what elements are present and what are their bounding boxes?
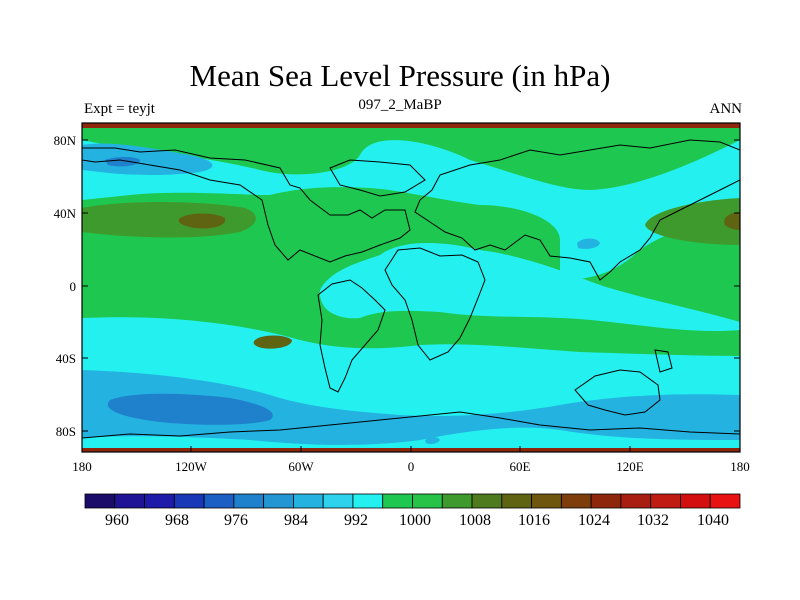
east-high-core [724, 212, 740, 230]
north-cyan-region [82, 140, 740, 280]
north-america-coast [82, 147, 411, 263]
colorbar-swatch [680, 493, 711, 509]
antarctica-coast [82, 411, 740, 439]
lon-label-60w: 60W [288, 459, 314, 474]
colorbar-label: 1032 [637, 512, 669, 529]
lon-label-180w: 180 [72, 459, 92, 474]
australia-coast [574, 369, 661, 416]
colorbar-swatch [590, 493, 622, 509]
africa-coast [384, 247, 486, 361]
experiment-label: Expt = teyjt [84, 101, 155, 117]
south-deep-blue-region [107, 393, 273, 425]
lon-label-0: 0 [407, 459, 415, 474]
lon-label-120w: 120W [175, 459, 207, 474]
colorbar-label: 960 [105, 512, 129, 529]
colorbar-swatch [84, 493, 116, 509]
east-high-outer [645, 198, 740, 245]
colorbar-swatch [709, 493, 741, 509]
colorbar-swatch [173, 493, 205, 509]
colorbar-swatch [263, 493, 294, 509]
colorbar [84, 493, 741, 509]
north-polar-band [82, 123, 740, 128]
colorbar-swatch [144, 493, 175, 509]
colorbar-swatch [441, 493, 473, 509]
colorbar-swatch [531, 493, 562, 509]
colorbar-label: 992 [344, 512, 368, 529]
colorbar-label: 1040 [697, 512, 729, 529]
south-pacific-high [253, 335, 292, 349]
lat-label-40s: 40S [55, 351, 76, 366]
pacific-high-outer [82, 202, 256, 238]
colorbar-label: 984 [284, 512, 308, 529]
colorbar-swatch [293, 493, 324, 509]
map-title: Mean Sea Level Pressure (in hPa) [189, 58, 611, 93]
colorbar-swatch [620, 493, 652, 509]
pacific-high-core [178, 213, 226, 229]
north-blue-region [82, 143, 213, 175]
colorbar-label: 1024 [578, 512, 610, 529]
greenland-coast [329, 159, 426, 197]
south-blue-region [82, 370, 740, 445]
colorbar-swatch [412, 493, 443, 509]
contour-field [82, 123, 740, 452]
lon-label-60e: 60E [509, 459, 531, 474]
run-label: 097_2_MaBP [358, 97, 442, 113]
colorbar-swatch [203, 493, 235, 509]
lat-label-40n: 40N [53, 206, 76, 221]
colorbar-swatch [352, 493, 384, 509]
coastlines [82, 139, 740, 439]
north-deep-blue-region [105, 157, 140, 167]
lat-label-80s: 80S [55, 424, 76, 439]
colorbar-swatch [650, 493, 681, 509]
colorbar-swatch [560, 493, 592, 509]
indian-blue-spot [577, 238, 600, 249]
tasmania-coast [654, 349, 673, 373]
colorbar-swatch [382, 493, 413, 509]
colorbar-swatch [233, 493, 265, 509]
antarctic-blue-spot [425, 437, 440, 444]
lon-label-180e: 180 [730, 459, 750, 474]
colorbar-label: 1000 [399, 512, 431, 529]
lon-label-120e: 120E [616, 459, 644, 474]
colorbar-label: 968 [165, 512, 189, 529]
colorbar-label: 1016 [518, 512, 550, 529]
colorbar-label: 976 [224, 512, 248, 529]
season-label: ANN [709, 101, 743, 117]
lat-label-0: 0 [69, 279, 77, 294]
colorbar-swatch [471, 493, 503, 509]
colorbar-label: 1008 [459, 512, 491, 529]
colorbar-swatch [114, 493, 145, 509]
tick-marks [82, 139, 740, 452]
colorbar-swatch [322, 493, 354, 509]
colorbar-swatch [501, 493, 532, 509]
eurasia-coast [414, 139, 740, 281]
south-america-coast [317, 279, 386, 393]
lat-label-80n: 80N [53, 133, 76, 148]
africa-cyan-region [319, 243, 740, 332]
